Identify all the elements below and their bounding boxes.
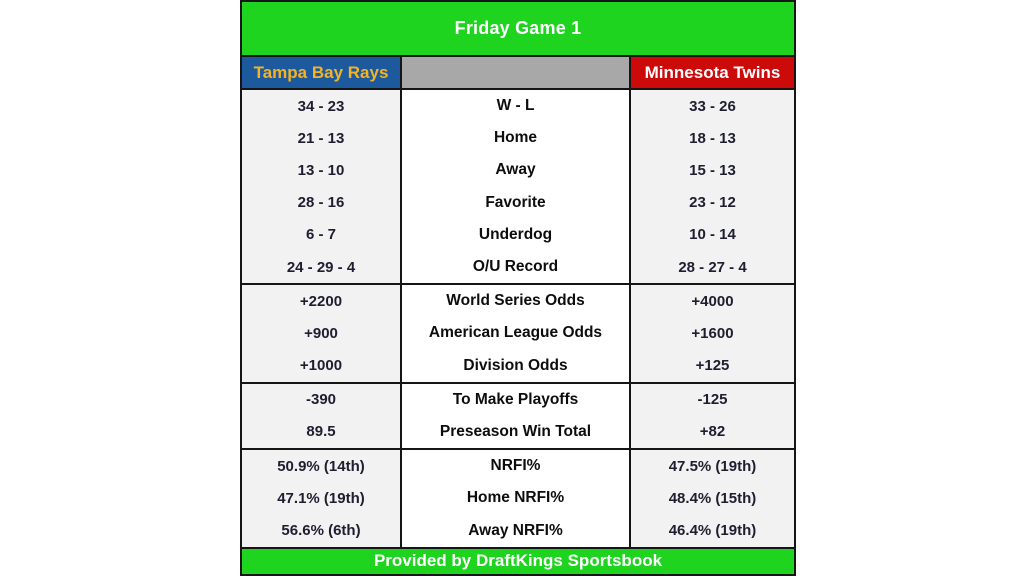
stat-label: World Series Odds: [400, 285, 631, 318]
right-team-value: +4000: [631, 285, 794, 318]
stat-label: Home: [400, 122, 631, 155]
left-team-value: 13 - 10: [242, 154, 400, 187]
right-team-value: +125: [631, 349, 794, 382]
left-team-value: 6 - 7: [242, 218, 400, 251]
stat-label: Underdog: [400, 218, 631, 251]
stat-row: 56.6% (6th) Away NRFI% 46.4% (19th): [242, 514, 794, 547]
left-team-value: +1000: [242, 349, 400, 382]
stat-row: 34 - 23 W - L 33 - 26: [242, 90, 794, 123]
stat-label: W - L: [400, 90, 631, 123]
stat-label: Division Odds: [400, 349, 631, 382]
right-team-value: 28 - 27 - 4: [631, 250, 794, 284]
stat-label: Away: [400, 154, 631, 187]
stat-row: 50.9% (14th) NRFI% 47.5% (19th): [242, 450, 794, 483]
left-team-value: 28 - 16: [242, 186, 400, 219]
stat-row: 13 - 10 Away 15 - 13: [242, 154, 794, 187]
stat-row: 21 - 13 Home 18 - 13: [242, 122, 794, 155]
stat-row: 89.5 Preseason Win Total +82: [242, 415, 794, 449]
team-header-spacer: [400, 57, 631, 88]
left-team-value: +2200: [242, 285, 400, 318]
stats-section: +2200 World Series Odds +4000 +900 American …: [242, 283, 794, 382]
right-team-value: +1600: [631, 317, 794, 350]
stat-label: To Make Playoffs: [400, 383, 631, 416]
right-team-value: +82: [631, 415, 794, 449]
left-team-value: 89.5: [242, 415, 400, 449]
stat-label: Preseason Win Total: [400, 415, 631, 449]
stat-row: 47.1% (19th) Home NRFI% 48.4% (15th): [242, 482, 794, 515]
left-team-value: 24 - 29 - 4: [242, 250, 400, 284]
team-header-twins: Minnesota Twins: [631, 57, 794, 88]
stat-label: Favorite: [400, 186, 631, 219]
stat-label: American League Odds: [400, 317, 631, 350]
right-team-value: 23 - 12: [631, 186, 794, 219]
table-title: Friday Game 1: [242, 2, 794, 55]
left-team-value: 47.1% (19th): [242, 482, 400, 515]
right-team-value: 18 - 13: [631, 122, 794, 155]
right-team-value: 10 - 14: [631, 218, 794, 251]
right-team-value: 47.5% (19th): [631, 450, 794, 483]
stat-row: 28 - 16 Favorite 23 - 12: [242, 186, 794, 219]
odds-comparison-table: Friday Game 1 Tampa Bay Rays Minnesota T…: [240, 0, 796, 576]
right-team-value: 33 - 26: [631, 90, 794, 123]
stat-label: Home NRFI%: [400, 482, 631, 515]
left-team-value: -390: [242, 383, 400, 416]
right-team-value: 46.4% (19th): [631, 514, 794, 547]
left-team-value: 21 - 13: [242, 122, 400, 155]
stats-sections: 34 - 23 W - L 33 - 26 21 - 13 Home 18 - 13 13 …: [242, 88, 794, 547]
left-team-value: 56.6% (6th): [242, 514, 400, 547]
left-team-value: +900: [242, 317, 400, 350]
stats-section: 50.9% (14th) NRFI% 47.5% (19th) 47.1% (19th…: [242, 448, 794, 547]
stat-label: Away NRFI%: [400, 514, 631, 547]
stat-row: +1000 Division Odds +125: [242, 349, 794, 382]
left-team-value: 34 - 23: [242, 90, 400, 123]
stat-label: NRFI%: [400, 450, 631, 483]
right-team-value: 15 - 13: [631, 154, 794, 187]
stat-row: +900 American League Odds +1600: [242, 317, 794, 350]
team-header-rays: Tampa Bay Rays: [242, 57, 400, 88]
left-team-value: 50.9% (14th): [242, 450, 400, 483]
stats-section: 34 - 23 W - L 33 - 26 21 - 13 Home 18 - 13 13 …: [242, 88, 794, 284]
team-header-row: Tampa Bay Rays Minnesota Twins: [242, 55, 794, 88]
stat-label: O/U Record: [400, 250, 631, 284]
stats-section: -390 To Make Playoffs -125 89.5 Preseason Wi…: [242, 381, 794, 449]
stat-row: 6 - 7 Underdog 10 - 14: [242, 218, 794, 251]
stat-row: -390 To Make Playoffs -125: [242, 383, 794, 416]
right-team-value: -125: [631, 383, 794, 416]
right-team-value: 48.4% (15th): [631, 482, 794, 515]
attribution-footer: Provided by DraftKings Sportsbook: [242, 546, 794, 574]
stat-row: +2200 World Series Odds +4000: [242, 285, 794, 318]
stat-row: 24 - 29 - 4 O/U Record 28 - 27 - 4: [242, 250, 794, 284]
